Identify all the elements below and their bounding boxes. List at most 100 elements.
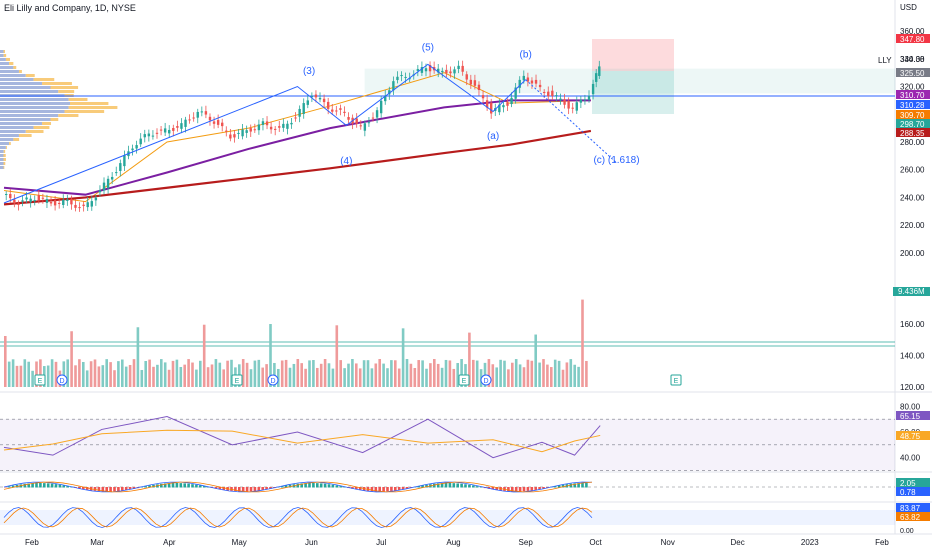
macd-histogram-bar	[167, 483, 171, 488]
macd-histogram-bar	[366, 487, 370, 491]
volume-bar	[265, 364, 268, 387]
candle-body	[331, 109, 334, 112]
volume-bar	[269, 324, 272, 387]
candle-body	[437, 68, 440, 73]
wave-label: (c) (1.618)	[593, 155, 639, 166]
macd-label: 2.05	[900, 479, 916, 488]
stoch-label-box	[896, 503, 930, 512]
candle-body	[94, 197, 98, 201]
volume-tick-label: 160.00	[900, 320, 925, 329]
volume-bar	[550, 367, 553, 387]
x-tick-label: May	[232, 538, 247, 547]
candle-body	[306, 100, 309, 105]
volume-profile-bar	[0, 154, 4, 157]
candle-body	[371, 117, 375, 119]
candle-body	[404, 76, 407, 78]
x-tick-label: Feb	[25, 538, 39, 547]
candle-body	[420, 67, 424, 73]
macd-histogram-bar	[355, 487, 358, 490]
candle-body	[322, 98, 326, 103]
volume-profile-bar	[18, 70, 22, 73]
volume-profile-bar	[0, 78, 34, 81]
x-tick-label: Dec	[730, 538, 744, 547]
volume-bar	[230, 359, 233, 387]
volume-profile-bar	[0, 54, 4, 57]
macd-histogram-bar	[491, 487, 495, 490]
macd-histogram-bar	[557, 485, 561, 488]
earnings-marker-icon	[56, 374, 68, 386]
wave-label: (4)	[340, 156, 352, 167]
volume-bar	[105, 359, 108, 387]
macd-histogram-bar	[569, 483, 573, 488]
volume-bar	[495, 367, 498, 387]
volume-bar	[124, 366, 128, 387]
candle-body	[216, 120, 220, 125]
macd-histogram-bar	[238, 487, 241, 492]
price-label: 309.70	[900, 111, 925, 120]
candle-body	[115, 172, 118, 174]
macd-histogram-bar	[448, 483, 452, 488]
macd-histogram-bar	[27, 483, 30, 488]
macd-histogram-bar	[421, 485, 424, 488]
price-label: 288.35	[900, 129, 925, 138]
candle-body	[522, 75, 526, 81]
price-label: 325.50	[900, 69, 925, 78]
macd-histogram-bar	[561, 484, 565, 488]
volume-bar	[511, 362, 514, 387]
x-tick-label: Feb	[875, 538, 889, 547]
macd-histogram-bar	[284, 485, 288, 488]
volume-profile-bar	[13, 66, 17, 69]
candle-body	[147, 133, 151, 137]
wave-projection	[525, 79, 617, 164]
candle-body	[457, 65, 460, 69]
macd-histogram-bar	[425, 484, 428, 488]
volume-profile-bar	[0, 102, 70, 105]
macd-histogram-bar	[581, 483, 584, 488]
volume-bar	[397, 368, 401, 387]
macd-histogram-bar	[553, 486, 557, 488]
volume-bar	[296, 359, 300, 387]
candle-body	[567, 100, 570, 109]
candle-body	[359, 125, 362, 127]
volume-profile-bar	[33, 78, 55, 81]
volume-bar	[222, 369, 225, 387]
rsi-tick-label: 80.00	[900, 402, 921, 411]
volume-bar	[514, 359, 518, 387]
macd-histogram-bar	[97, 487, 101, 492]
volume-bar	[144, 361, 147, 387]
candle-body	[168, 129, 171, 134]
volume-bar	[569, 359, 573, 387]
candle-body	[106, 178, 110, 189]
candle-body	[339, 108, 342, 110]
volume-bar	[573, 364, 576, 387]
volume-bar	[85, 370, 89, 387]
volume-profile-bar	[18, 134, 32, 137]
macd-histogram-bar	[82, 487, 85, 490]
volume-bar	[503, 360, 506, 387]
candle-body	[123, 155, 126, 167]
macd-histogram-bar	[390, 487, 393, 491]
macd-histogram-bar	[319, 483, 323, 488]
candle-body	[408, 78, 411, 80]
macd-histogram-bar	[456, 483, 459, 488]
volume-bar	[386, 368, 389, 387]
candle-body	[453, 69, 456, 74]
candle-body	[143, 134, 146, 138]
earnings-marker-label: D	[59, 378, 64, 385]
volume-bar	[191, 362, 194, 387]
volume-profile-bar	[70, 102, 109, 105]
volume-bar	[23, 359, 27, 387]
candle-body	[29, 198, 32, 203]
candle-body	[253, 129, 257, 131]
candle-body	[119, 163, 122, 171]
macd-histogram-bar	[121, 487, 124, 491]
macd-histogram-bar	[113, 487, 116, 492]
macd-histogram-bar	[148, 485, 151, 488]
volume-bar	[401, 328, 405, 387]
volume-profile-bar	[0, 142, 10, 145]
candle-body	[563, 99, 566, 105]
y-tick-label: 220.00	[900, 221, 925, 230]
candle-body	[424, 68, 428, 72]
